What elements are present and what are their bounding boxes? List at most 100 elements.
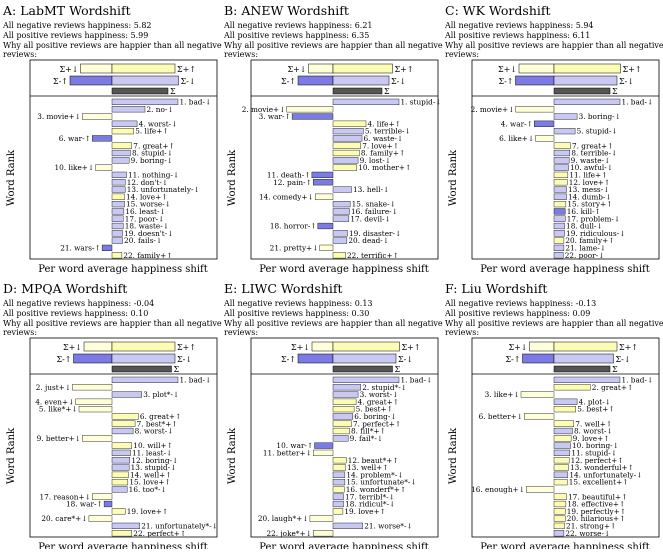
word-label: 17. poor-↓ [125,214,164,223]
panel-f: F: Liu Wordshift All negative reviews hap… [444,281,663,553]
summary-bar-plus-up [553,341,618,352]
word-bar [553,230,565,237]
word-label: 3. boring-↓ [579,112,621,121]
pos-happiness-text: All positive reviews happiness: 0.10 [2,309,148,318]
y-axis-label: Word Rank [227,149,238,206]
summary-bar-plus-down-label: Σ+↓ [498,65,517,74]
summary-bar-total [111,87,169,95]
word-bar [332,493,344,500]
word-label: 11. life+↑ [569,171,607,180]
word-label: 15. love+↑ [129,478,170,487]
word-bar [111,252,123,259]
word-bar [111,106,146,113]
word-bar [332,391,359,398]
word-label: 9. lost-↓ [360,156,391,165]
word-label: 8. worst-↓ [135,427,174,436]
word-bar [553,500,567,508]
summary-bar-total [332,365,393,373]
word-bar [319,244,334,252]
word-bar [553,508,566,515]
word-label: 7. great+↑ [133,141,174,150]
why-text: Why all positive reviews are happier tha… [3,41,222,50]
word-label: 17. terribl*-↓ [345,492,395,501]
word-bar [515,106,555,113]
x-axis-label: Per word average happiness shift [259,264,429,275]
summary-bar-total-label: Σ [384,87,390,96]
neg-happiness-text: All negative reviews happiness: 5.82 [2,21,152,30]
word-label: 8. terrible-↓ [571,149,617,158]
word-label: 12. love+↑ [569,178,610,187]
summary-bar-plus-down [529,341,555,352]
word-bar [286,106,334,113]
word-label: 1. bad-↓ [180,376,212,385]
word-bar [553,98,621,106]
summary-bar-total-label: Σ [395,365,401,374]
summary-bar-plus-down [80,63,113,74]
word-bar [111,391,142,398]
word-label: 12. don't-↓ [127,178,168,187]
word-label: 16. least-↓ [125,207,165,216]
word-label: 7. best*+↑ [137,419,178,428]
word-bar [111,120,138,127]
word-bar [312,530,334,537]
word-label: 18. ridicul*-↓ [345,500,395,509]
word-bar [553,149,571,157]
summary-bar-plus-down-label: Σ+↓ [63,343,82,352]
summary-bar-total-label: Σ [612,87,618,96]
word-label: 21. unfortunately*-↓ [141,522,218,531]
word-bar [332,457,347,464]
word-label: 12. perfect+↑ [571,456,624,465]
pos-happiness-text: All positive reviews happiness: 6.35 [223,31,369,40]
word-bar [111,98,179,106]
word-label: 6. great+↑ [140,412,181,421]
pos-happiness-text: All positive reviews happiness: 0.09 [444,309,590,318]
word-bar [332,413,353,420]
summary-bar-plus-down-label: Σ+↓ [291,343,310,352]
word-label: 14. dumb-↓ [568,192,611,201]
word-label: 5. like*+↓ [39,405,78,414]
word-bar [111,478,129,486]
y-axis-label: Word Rank [6,149,17,206]
word-label: 14. love+↑ [126,192,167,201]
word-bar [291,113,334,120]
word-label: 4. great+↑ [358,397,399,406]
word-bar [111,208,125,215]
word-bar [309,515,334,522]
word-label: 4. war-↑ [501,119,533,128]
word-label: 16. kill-↑ [567,207,601,216]
word-bar [314,193,334,200]
word-bar [332,500,344,508]
word-bar [332,508,344,515]
word-label: 20. fails-↓ [124,236,162,245]
word-label: 13. well+↑ [347,463,388,472]
word-label: 9. fail*-↓ [350,434,383,443]
word-bar [332,398,357,405]
word-bar [553,398,578,405]
word-bar [553,471,569,478]
word-bar [553,420,574,427]
summary-bar-minus-up-label: Σ-↑ [505,355,520,364]
word-label: 4. even+↓ [35,397,74,406]
word-label: 16. enough+↓ [471,485,525,494]
word-label: 7. well+↑ [575,419,612,428]
word-label: 8. fill*+↑ [351,427,386,436]
word-label: 10. war-↑ [276,441,313,450]
word-label: 18. dull-↓ [566,222,603,231]
word-label: 20. laugh*+↓ [258,514,309,523]
word-bar [111,464,130,471]
word-bar [553,384,591,391]
word-label: 10. like+↓ [54,163,94,172]
word-label: 3. plot*-↓ [143,390,179,399]
word-bar [332,486,345,493]
word-bar [553,405,576,413]
why-text: Why all positive reviews are happier tha… [224,319,443,328]
word-bar [111,471,129,478]
word-label: 13. unfortunately-↓ [127,185,200,194]
why-text: Why all positive reviews are happier tha… [445,41,663,50]
word-bar [553,164,569,171]
word-label: 7. perfect+↑ [353,419,401,428]
y-axis-label: Word Rank [227,427,238,484]
word-bar [332,478,346,486]
word-bar [553,113,578,120]
